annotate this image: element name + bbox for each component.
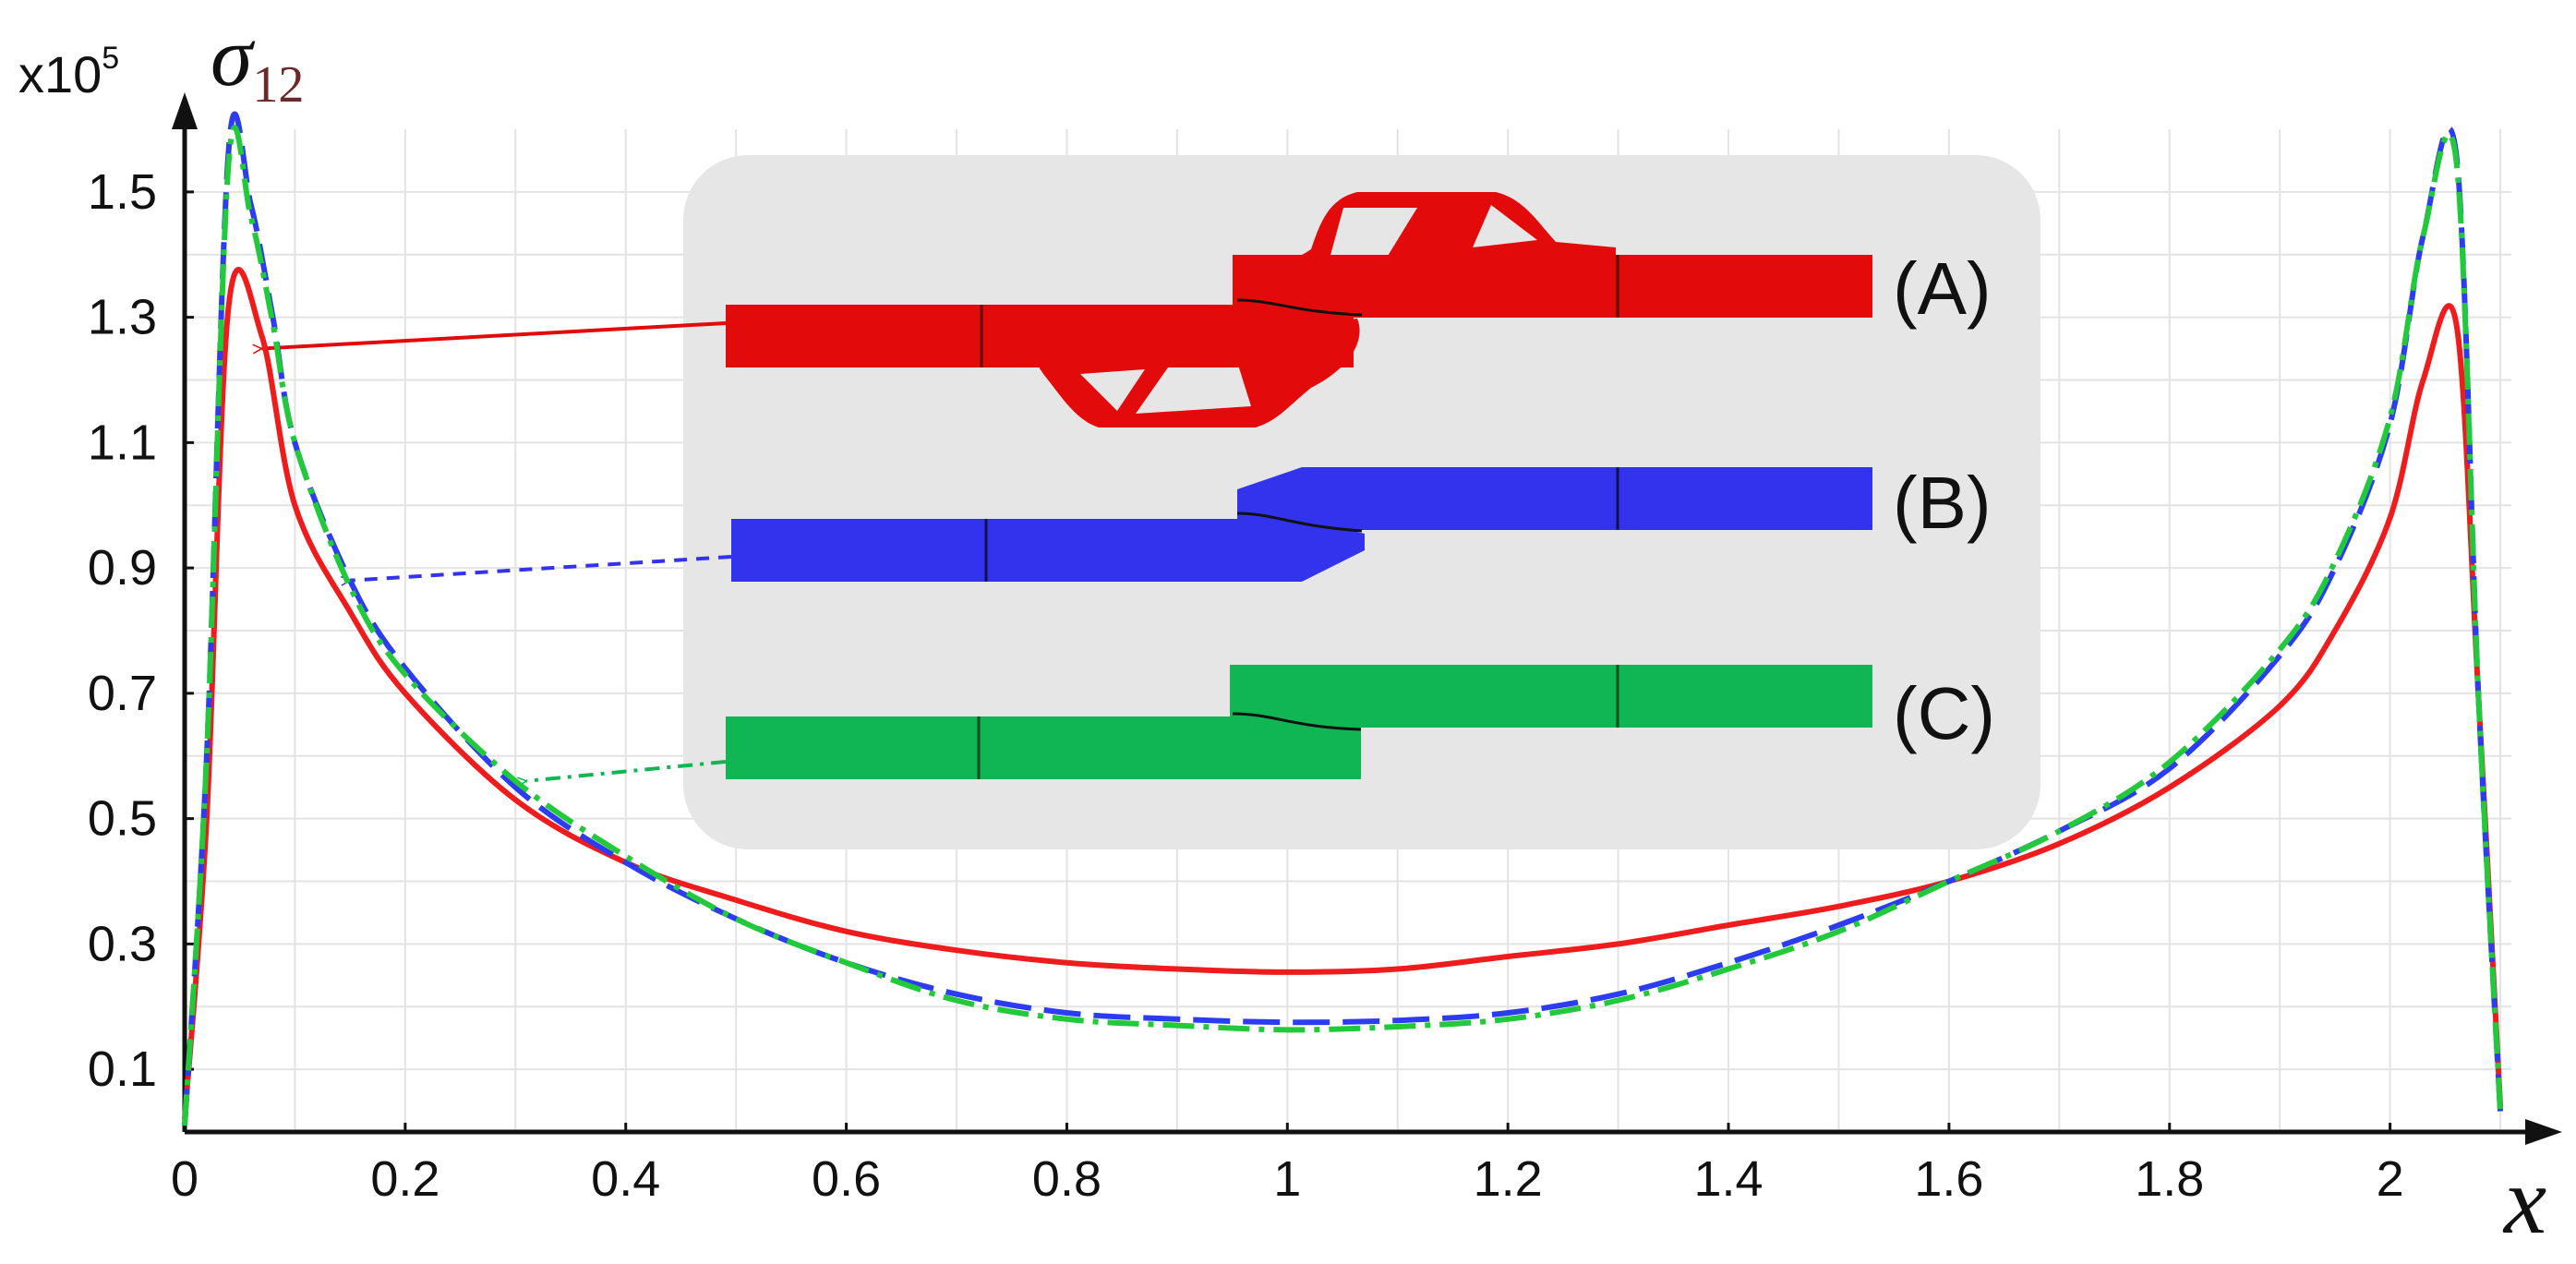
- y-multiplier-exponent: 5: [102, 41, 119, 76]
- y-tick-label: 1.5: [88, 164, 157, 220]
- y-tick-labels: 0.1 0.3 0.5 0.7 0.9 1.1 1.3 1.5: [88, 164, 194, 1097]
- bar-b-joint-curve: [1236, 512, 1363, 533]
- bar-a-top-lobe-hole-1: [1330, 208, 1417, 260]
- x-tick-label: 1.6: [1914, 1151, 1983, 1207]
- arrow-a: [262, 321, 727, 349]
- bar-a-top-lobe-hole-2: [1473, 205, 1537, 247]
- y-tick-label: 1.1: [88, 415, 157, 470]
- inset-label-c: (C): [1893, 672, 1995, 754]
- y-axis-label: σ12: [211, 9, 304, 114]
- x-tick-label: 2: [2377, 1151, 2404, 1207]
- x-tick-label: 1: [1273, 1151, 1301, 1207]
- x-tick-label: 0: [171, 1151, 199, 1207]
- arrow-c: [526, 760, 727, 781]
- bar-c-joint-curve: [1232, 712, 1362, 731]
- x-tick-label: 1.8: [2135, 1151, 2204, 1207]
- y-multiplier: x105: [18, 41, 119, 103]
- series-c-line: [182, 125, 2504, 1126]
- x-tick-label: 0.8: [1032, 1151, 1101, 1207]
- x-axis-arrow-icon: [2525, 1119, 2562, 1145]
- bar-b-upper: [1237, 467, 1872, 530]
- inset-bar-b: [731, 467, 1872, 582]
- inset-bar-c: [726, 665, 1872, 779]
- arrow-b: [350, 555, 732, 581]
- y-tick-label: 0.9: [88, 540, 157, 596]
- axes: [172, 92, 2562, 1145]
- inset-label-b: (B): [1893, 462, 1992, 544]
- bar-b-shape: [731, 519, 1365, 582]
- series: [182, 111, 2504, 1126]
- bar-a-bottom-lobe-hole-2: [1136, 362, 1251, 414]
- y-tick-label: 0.5: [88, 791, 157, 847]
- bar-a-bottom-lobe-hole-1: [1080, 369, 1145, 411]
- series-a-line: [182, 267, 2504, 1120]
- inset-label-a: (A): [1893, 247, 1992, 330]
- bar-c-right-segment: [1230, 665, 1872, 728]
- x-tick-label: 0.4: [591, 1151, 660, 1207]
- x-tick-label: 1.2: [1474, 1151, 1543, 1207]
- x-tick-label: 0.2: [370, 1151, 439, 1207]
- inset-bar-a: [726, 192, 1872, 427]
- y-tick-label: 0.3: [88, 916, 157, 971]
- y-tick-label: 1.3: [88, 290, 157, 345]
- y-axis-label-symbol: σ: [211, 9, 256, 103]
- x-tick-label: 0.6: [812, 1151, 881, 1207]
- y-tick-label: 0.1: [88, 1041, 157, 1097]
- y-tick-label: 0.7: [88, 666, 157, 721]
- y-axis-arrow-icon: [172, 92, 198, 129]
- x-tick-labels: 0 0.2 0.4 0.6 0.8 1 1.2 1.4 1.6 1.8 2: [171, 1123, 2404, 1207]
- y-multiplier-base: x10: [18, 45, 102, 103]
- bar-a-right-segment: [1233, 255, 1872, 318]
- x-axis-label: x: [2502, 1148, 2546, 1254]
- x-tick-label: 1.4: [1693, 1151, 1763, 1207]
- series-b-line: [182, 111, 2504, 1126]
- inset-diagram: (A) (B) (C): [683, 155, 2040, 849]
- y-axis-label-subscript: 12: [252, 56, 304, 114]
- inset-arrows: [262, 321, 732, 781]
- bar-a-joint-curve: [1236, 298, 1363, 317]
